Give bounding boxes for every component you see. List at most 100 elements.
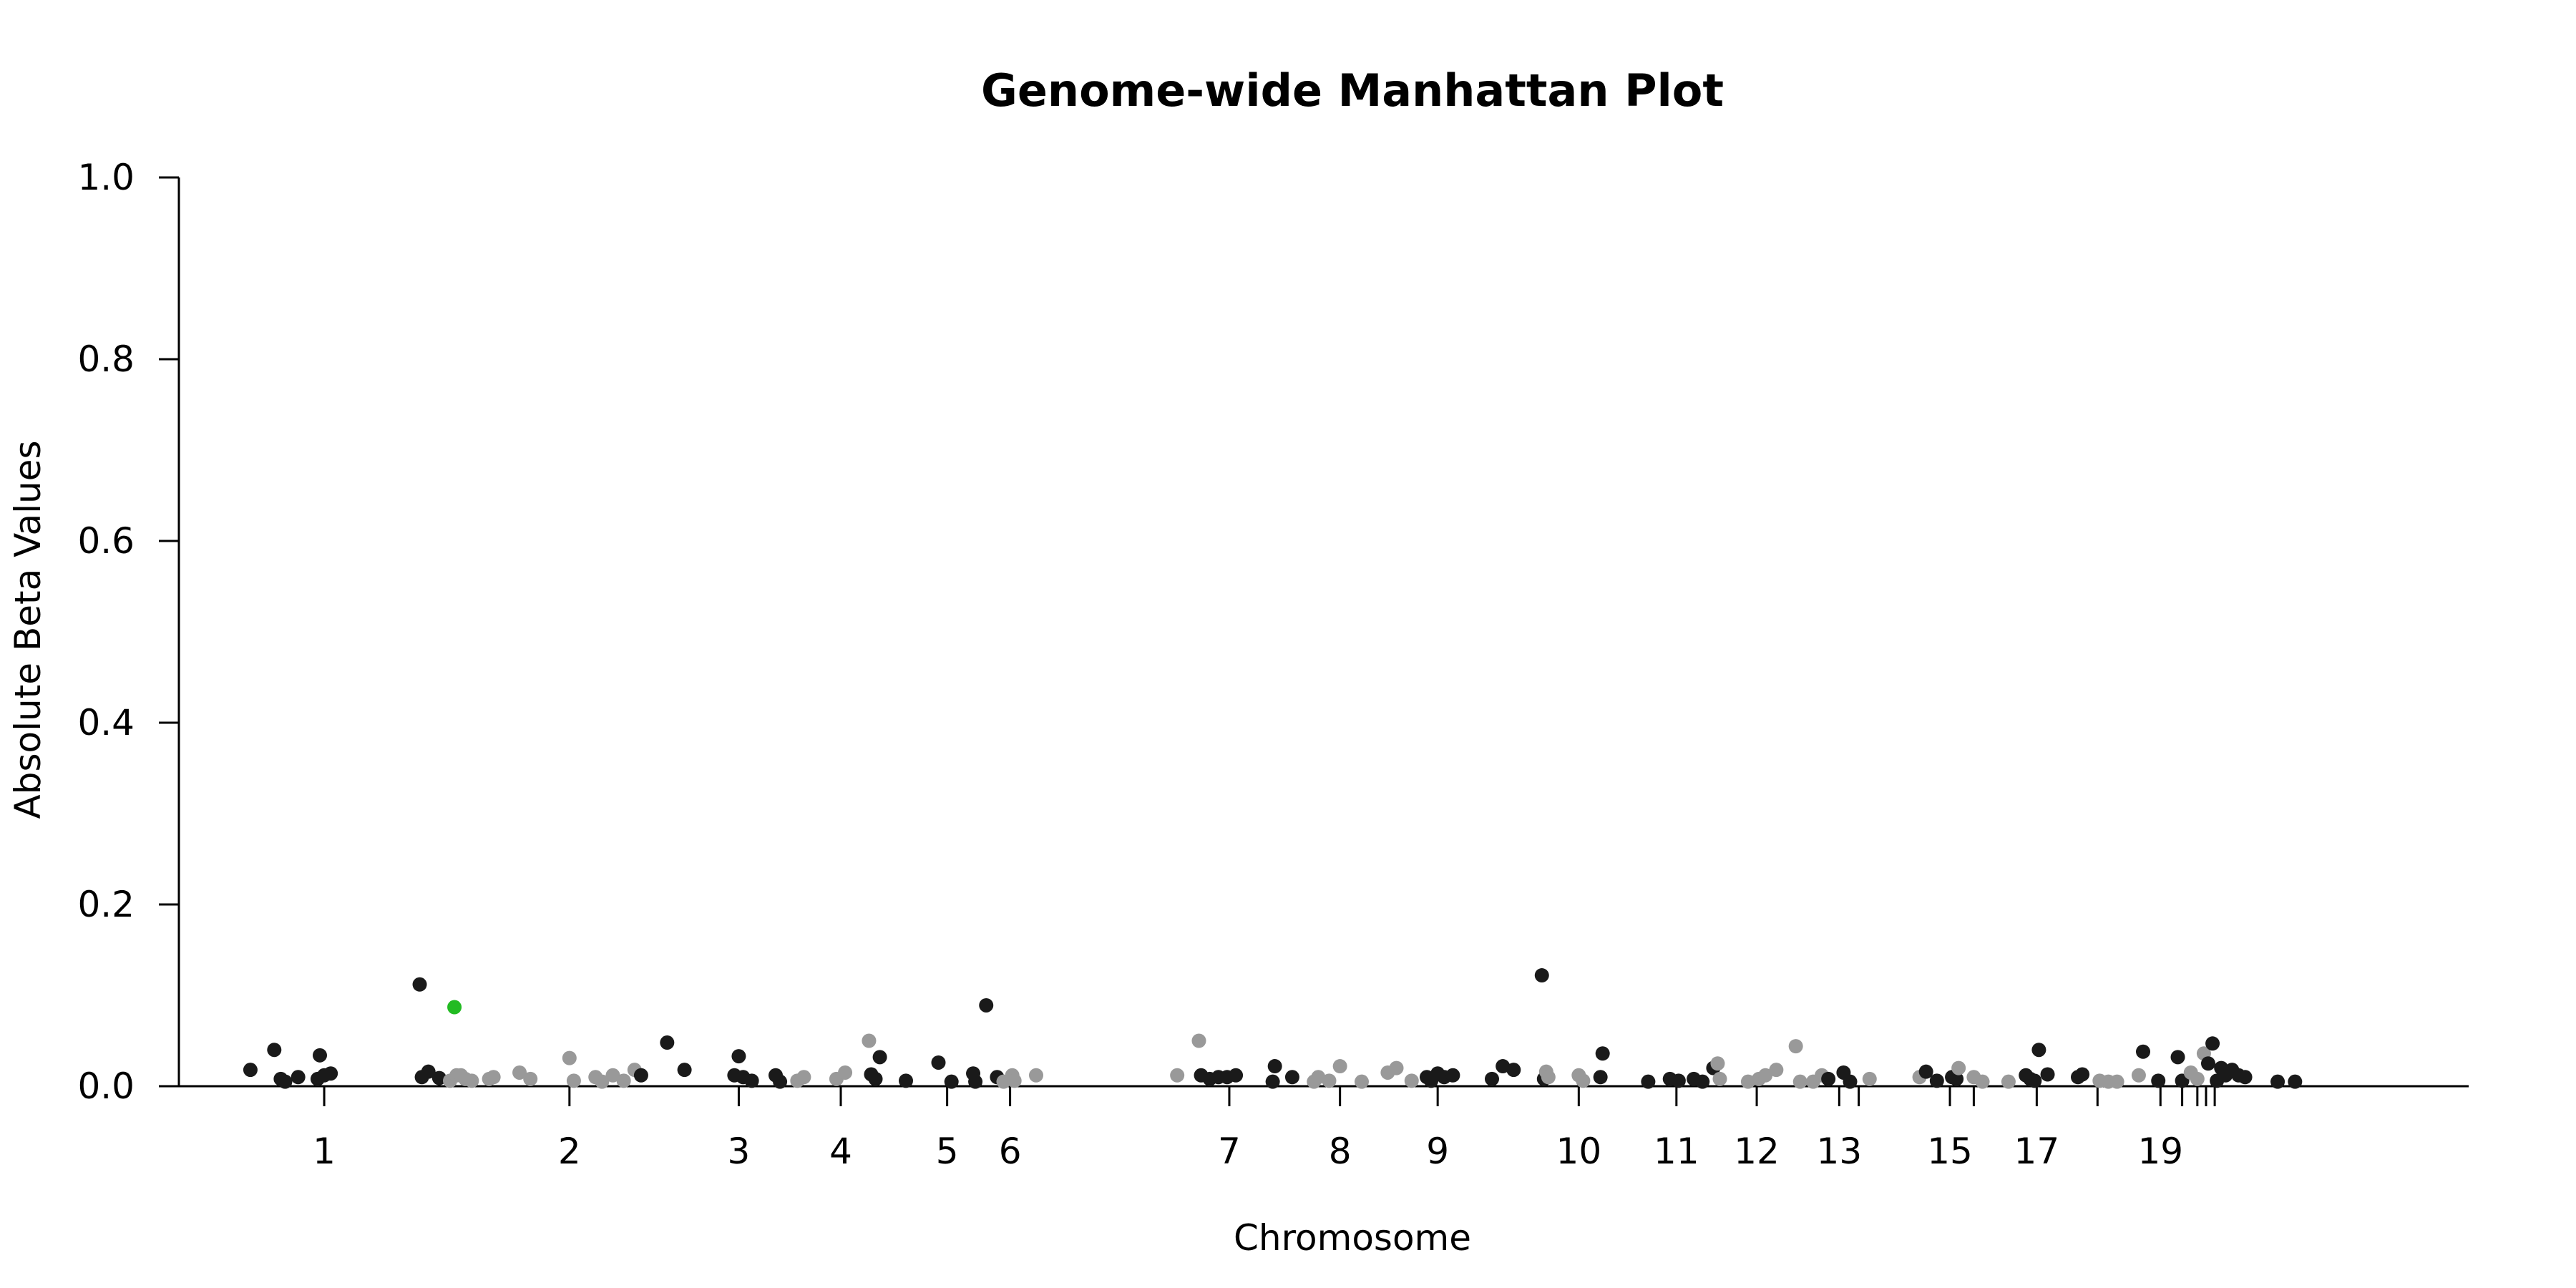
data-point	[979, 997, 994, 1013]
data-point	[872, 1050, 887, 1065]
data-point	[1029, 1068, 1043, 1083]
data-point	[1404, 1073, 1419, 1088]
data-point	[1191, 1033, 1206, 1048]
data-point	[2001, 1074, 2016, 1089]
data-point	[464, 1073, 479, 1088]
x-tick-label: 13	[1817, 1131, 1863, 1172]
data-point	[431, 1070, 447, 1085]
data-point	[1671, 1073, 1686, 1088]
data-point	[1445, 1068, 1460, 1083]
data-point	[1311, 1070, 1326, 1085]
data-point	[1695, 1074, 1710, 1089]
data-point	[1792, 1074, 1807, 1089]
data-point	[1332, 1059, 1347, 1074]
data-point	[1595, 1046, 1610, 1061]
y-axis-label: Absolute Beta Values	[7, 441, 49, 819]
data-point	[796, 1070, 811, 1085]
data-point	[2109, 1074, 2124, 1089]
data-point	[267, 1043, 282, 1058]
data-point	[566, 1073, 581, 1088]
data-point	[1918, 1064, 1933, 1079]
y-tick-label: 1.0	[77, 157, 135, 198]
x-tick-label: 5	[936, 1131, 959, 1172]
data-point	[2040, 1067, 2055, 1082]
data-point	[2288, 1074, 2303, 1089]
data-point	[773, 1074, 788, 1089]
data-point	[1267, 1059, 1282, 1074]
data-point	[899, 1073, 913, 1088]
data-point	[523, 1071, 538, 1086]
x-axis: 1 2 3 4 5 6 7 8 9 10 11 12 13 15 17 19	[179, 1085, 2469, 1172]
data-point	[1284, 1070, 1299, 1085]
data-point	[412, 977, 427, 992]
data-point	[1951, 1060, 1966, 1075]
data-point	[2031, 1043, 2046, 1058]
data-point	[1322, 1073, 1337, 1088]
data-point	[1355, 1074, 1369, 1089]
data-point	[2205, 1036, 2220, 1051]
data-point	[2238, 1070, 2253, 1085]
data-point	[1929, 1073, 1944, 1088]
y-tick-label: 0.2	[77, 884, 135, 925]
y-tick-label: 0.6	[77, 520, 135, 562]
data-point	[1496, 1059, 1511, 1074]
data-point	[1843, 1074, 1858, 1089]
data-point	[2027, 1073, 2042, 1088]
data-point	[2201, 1056, 2215, 1071]
data-point	[1389, 1060, 1404, 1075]
x-tick-label: 10	[1556, 1131, 1602, 1172]
data-point	[1949, 1071, 1964, 1086]
data-point	[944, 1074, 959, 1089]
x-tick-label: 11	[1654, 1131, 1699, 1172]
data-point	[1821, 1071, 1836, 1086]
data-point	[731, 1049, 746, 1064]
data-point	[2170, 1050, 2185, 1065]
data-point	[968, 1074, 983, 1089]
x-tick-label: 1	[313, 1131, 336, 1172]
x-tick-label: 19	[2137, 1131, 2183, 1172]
data-point	[562, 1050, 577, 1065]
data-point	[1007, 1073, 1022, 1088]
data-point	[1541, 1070, 1556, 1085]
x-tick-label: 15	[1927, 1131, 1973, 1172]
data-point	[1534, 968, 1549, 983]
y-tick-label: 0.4	[77, 702, 135, 743]
data-point	[838, 1065, 853, 1080]
data-point	[1170, 1068, 1185, 1083]
data-point	[1862, 1071, 1877, 1086]
data-point	[633, 1068, 648, 1083]
data-point	[2075, 1067, 2090, 1082]
y-tick-label: 0.8	[77, 338, 135, 380]
data-point	[931, 1055, 946, 1070]
data-point	[744, 1073, 759, 1088]
x-tick-label: 6	[999, 1131, 1022, 1172]
data-point	[1229, 1068, 1244, 1083]
data-point	[1740, 1074, 1755, 1089]
data-point	[1712, 1071, 1727, 1086]
data-point	[660, 1035, 675, 1050]
x-tick-label: 3	[728, 1131, 751, 1172]
x-axis-label: Chromosome	[1234, 1217, 1471, 1259]
data-point	[1788, 1039, 1803, 1054]
data-point	[2136, 1044, 2150, 1059]
data-point	[1485, 1071, 1499, 1086]
chart-title: Genome-wide Manhattan Plot	[981, 64, 1724, 117]
data-point	[486, 1070, 501, 1085]
data-points	[243, 968, 2303, 1089]
data-point	[323, 1066, 338, 1081]
data-point	[868, 1071, 883, 1086]
data-point	[421, 1064, 436, 1079]
data-point	[2151, 1073, 2166, 1088]
data-point	[1758, 1068, 1773, 1083]
data-point	[313, 1048, 327, 1063]
data-point	[2270, 1074, 2285, 1089]
x-tick-label: 9	[1426, 1131, 1449, 1172]
data-point	[595, 1074, 610, 1089]
highlight-point	[447, 1000, 462, 1015]
data-point	[677, 1063, 692, 1078]
data-point	[1576, 1073, 1591, 1088]
data-point	[1769, 1063, 1784, 1078]
data-point	[1641, 1074, 1656, 1089]
data-point	[1975, 1074, 1990, 1089]
